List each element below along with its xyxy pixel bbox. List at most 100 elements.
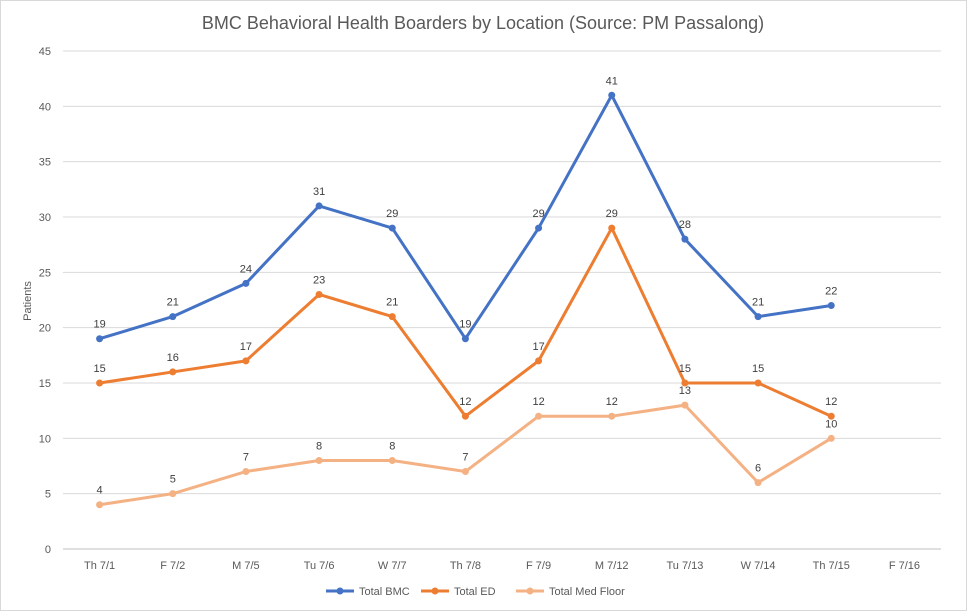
data-label: 10	[825, 418, 837, 430]
data-point	[96, 379, 104, 387]
data-point	[681, 401, 689, 409]
data-label: 17	[240, 341, 252, 353]
x-tick-label: M 7/12	[595, 560, 629, 572]
data-point	[315, 456, 323, 464]
data-label: 29	[386, 208, 398, 220]
legend-marker	[431, 587, 439, 595]
data-label: 4	[97, 485, 103, 497]
x-tick-label: Tu 7/6	[304, 560, 335, 572]
x-tick-label: W 7/7	[378, 560, 407, 572]
chart-title: BMC Behavioral Health Boarders by Locati…	[202, 13, 764, 33]
data-point	[681, 379, 689, 387]
data-point	[827, 302, 835, 310]
data-point	[169, 368, 177, 376]
y-tick-label: 5	[45, 489, 51, 501]
legend-label: Total ED	[454, 586, 496, 598]
data-label: 12	[532, 396, 544, 408]
data-label: 19	[459, 319, 471, 331]
data-label: 22	[825, 286, 837, 298]
data-label: 24	[240, 263, 252, 275]
data-point	[827, 412, 835, 420]
y-tick-label: 20	[39, 323, 51, 335]
data-label: 13	[679, 385, 691, 397]
data-point	[535, 224, 543, 232]
y-tick-label: 35	[39, 157, 51, 169]
data-point	[388, 224, 396, 232]
data-point	[96, 335, 104, 343]
data-label: 12	[825, 396, 837, 408]
data-point	[169, 490, 177, 498]
x-tick-label: Th 7/1	[84, 560, 115, 572]
x-tick-label: F 7/16	[889, 560, 920, 572]
data-point	[754, 479, 762, 487]
series-lines	[96, 91, 835, 509]
data-label: 8	[389, 440, 395, 452]
y-tick-label: 40	[39, 101, 51, 113]
data-label: 5	[170, 474, 176, 486]
data-label: 15	[93, 363, 105, 375]
x-tick-label: F 7/2	[160, 560, 185, 572]
data-label: 7	[462, 452, 468, 464]
legend-marker	[336, 587, 344, 595]
data-label: 16	[167, 352, 179, 364]
y-axis-title: Patients	[22, 281, 34, 321]
x-tick-label: M 7/5	[232, 560, 260, 572]
y-tick-label: 10	[39, 433, 51, 445]
data-label: 29	[606, 208, 618, 220]
legend-label: Total BMC	[359, 586, 410, 598]
data-label: 31	[313, 186, 325, 198]
legend-marker	[526, 587, 534, 595]
data-label: 23	[313, 274, 325, 286]
data-label: 8	[316, 440, 322, 452]
data-point	[388, 456, 396, 464]
x-tick-label: Th 7/15	[813, 560, 850, 572]
data-label: 7	[243, 452, 249, 464]
data-label: 21	[167, 297, 179, 309]
data-point	[754, 379, 762, 387]
x-tick-label: Th 7/8	[450, 560, 481, 572]
data-label: 21	[386, 297, 398, 309]
data-labels: 1921243129192941282122151617232112172915…	[93, 75, 837, 496]
y-tick-label: 0	[45, 544, 51, 556]
data-point	[461, 335, 469, 343]
data-point	[461, 412, 469, 420]
data-point	[535, 412, 543, 420]
data-point	[96, 501, 104, 509]
data-label: 15	[679, 363, 691, 375]
data-label: 41	[606, 75, 618, 87]
data-label: 19	[93, 319, 105, 331]
data-point	[608, 412, 616, 420]
y-tick-label: 15	[39, 378, 51, 390]
data-label: 21	[752, 297, 764, 309]
data-point	[315, 290, 323, 298]
data-label: 17	[532, 341, 544, 353]
data-label: 28	[679, 219, 691, 231]
data-point	[242, 279, 250, 287]
data-label: 29	[532, 208, 544, 220]
data-point	[535, 357, 543, 365]
gridlines	[63, 50, 941, 550]
data-point	[827, 434, 835, 442]
data-point	[754, 313, 762, 321]
x-tick-label: Tu 7/13	[666, 560, 703, 572]
data-point	[608, 91, 616, 99]
x-tick-label: F 7/9	[526, 560, 551, 572]
data-point	[242, 468, 250, 476]
data-label: 6	[755, 463, 761, 475]
x-axis-ticks: Th 7/1 F 7/2 M 7/5 Tu 7/6 W 7/7 Th 7/8 F 7/9 M …	[84, 560, 920, 572]
data-label: 12	[606, 396, 618, 408]
data-point	[608, 224, 616, 232]
y-axis-ticks: 0 5 10 15 20 25 30 35 40 45	[39, 46, 51, 556]
data-point	[461, 468, 469, 476]
y-tick-label: 30	[39, 212, 51, 224]
data-point	[388, 313, 396, 321]
data-label: 12	[459, 396, 471, 408]
x-tick-label: W 7/14	[741, 560, 776, 572]
data-point	[242, 357, 250, 365]
data-point	[169, 313, 177, 321]
data-label: 15	[752, 363, 764, 375]
y-tick-label: 25	[39, 267, 51, 279]
data-point	[315, 202, 323, 210]
